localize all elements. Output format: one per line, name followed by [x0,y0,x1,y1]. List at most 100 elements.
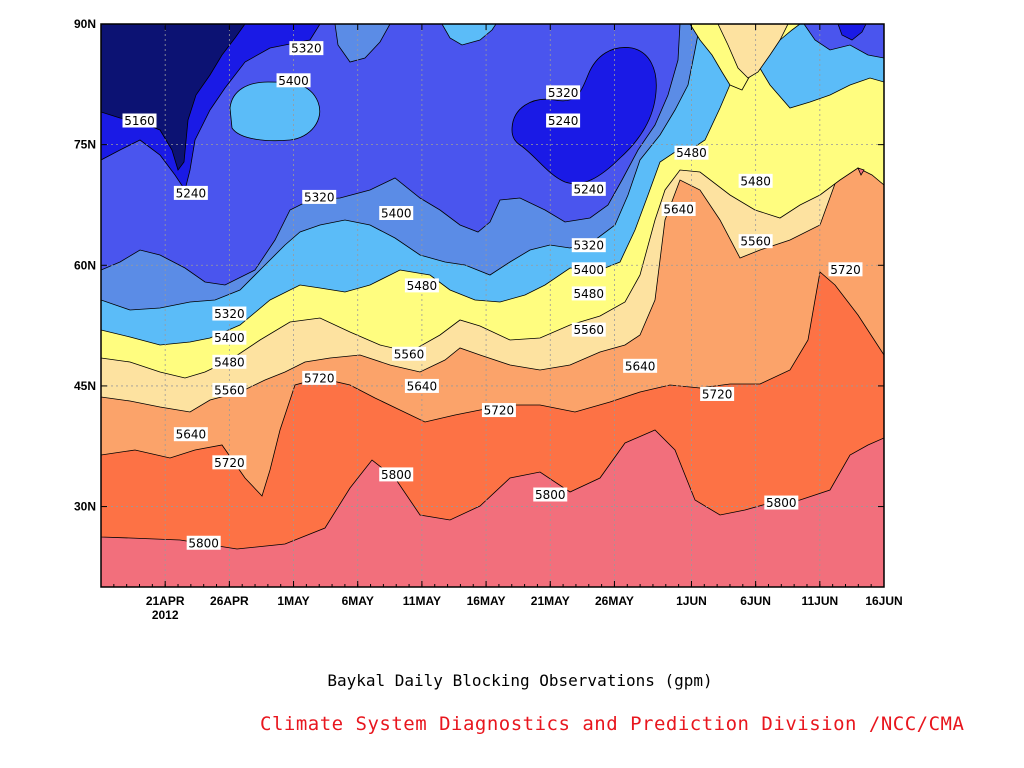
contour-label-box [212,354,247,369]
contour-label-box [533,487,568,502]
band-above-5800-tip [857,167,865,176]
band-5400-5480-island-top [441,24,497,46]
contour-label-text: 5720 [702,387,733,401]
contour-label: 5480 [674,145,709,160]
contour-label-box [302,189,337,204]
contour-label-box [738,234,773,249]
contour-label-box [404,278,439,293]
y-tick-label: 45N [74,379,96,393]
contour-label: 5640 [623,358,658,373]
y-tick-label: 60N [74,258,96,272]
contour-label-box [302,370,337,385]
contour-label: 5240 [571,181,606,196]
contour-label-text: 5720 [304,371,335,385]
contour-label-box [546,85,581,100]
contour-label-text: 5720 [484,404,515,418]
contour-label-box [571,181,606,196]
contour-label-text: 5800 [381,468,412,482]
contour-label: 5480 [738,173,773,188]
contour-label-text: 5240 [548,114,579,128]
contour-label: 5640 [173,427,208,442]
x-tick-label: 21APR [146,594,185,608]
contour-label: 5400 [379,206,414,221]
contour-label-box [212,455,247,470]
contour-label: 5400 [571,262,606,277]
contour-label: 5160 [122,113,157,128]
contour-label-text: 5560 [573,323,604,337]
contour-label-text: 5800 [766,496,797,510]
contour-label-box [212,306,247,321]
contour-label-box [623,358,658,373]
contour-label-box [571,262,606,277]
contour-label-text: 5560 [394,347,425,361]
contour-label-box [764,495,799,510]
contour-label-box [392,346,427,361]
band-5400-5480-island [229,81,321,142]
contour-label-text: 5400 [573,263,604,277]
contour-label: 5240 [546,113,581,128]
contour-label: 5800 [379,467,414,482]
y-tick-label: 75N [74,138,96,152]
contour-label-box [289,41,324,56]
contour-label-box [276,73,311,88]
x-tick-label: 1JUN [676,594,707,608]
contour-label-text: 5480 [573,287,604,301]
contour-label: 5800 [764,495,799,510]
x-tick-label: 6JUN [740,594,771,608]
band-5320-5400-island [334,24,391,63]
y-tick-label: 90N [74,17,96,31]
contour-label-text: 5480 [676,146,707,160]
contour-label-box [481,403,516,418]
contour-label: 5320 [571,238,606,253]
contour-label-box [122,113,157,128]
contour-label-box [173,427,208,442]
contour-label-text: 5320 [548,86,579,100]
x-tick-label: 26APR [210,594,249,608]
contour-label: 5720 [212,455,247,470]
contour-label-box [571,322,606,337]
contour-label-box [571,286,606,301]
plot-frame [100,23,885,588]
contour-label: 5320 [546,85,581,100]
contour-label-text: 5480 [214,355,245,369]
plot-area [101,24,884,587]
contour-label-text: 5480 [740,174,771,188]
contour-label: 5720 [700,386,735,401]
contour-label-text: 5240 [573,182,604,196]
contour-label-box [379,206,414,221]
band-5240-island-topright [837,24,867,41]
contour-label-text: 5400 [278,74,309,88]
contour-label-text: 5560 [740,235,771,249]
y-tick-label: 30N [74,500,96,514]
contour-label-text: 5640 [625,359,656,373]
contour-label-text: 5640 [176,428,207,442]
contour-label-box [674,145,709,160]
contour-label: 5400 [276,73,311,88]
contour-label-text: 5640 [663,202,694,216]
contour-label-box [700,386,735,401]
contour-label: 5800 [186,535,221,550]
contour-label: 5560 [392,346,427,361]
x-tick-label: 1MAY [277,594,309,608]
contour-label: 5480 [404,278,439,293]
contour-label: 5640 [661,201,696,216]
contour-label-text: 5800 [535,488,566,502]
band-5240-island-center [511,47,657,185]
contour-label-text: 5320 [573,239,604,253]
contour-labels: 5160 5240 5320 5400 5320 5400 5320 5240 5240 5320… [122,41,863,550]
contour-label-box [738,173,773,188]
contour-label-text: 5720 [830,263,861,277]
contour-label-text: 5640 [407,379,438,393]
x-year-label: 2012 [152,608,179,622]
contour-label: 5480 [212,354,247,369]
contour-label-text: 5160 [124,114,155,128]
contour-label-text: 5400 [381,207,412,221]
x-tick-label: 6MAY [342,594,374,608]
contour-label: 5720 [302,370,337,385]
contour-label-box [379,467,414,482]
contour-label: 5560 [212,382,247,397]
contour-label: 5800 [533,487,568,502]
x-tick-label: 21MAY [531,594,570,608]
